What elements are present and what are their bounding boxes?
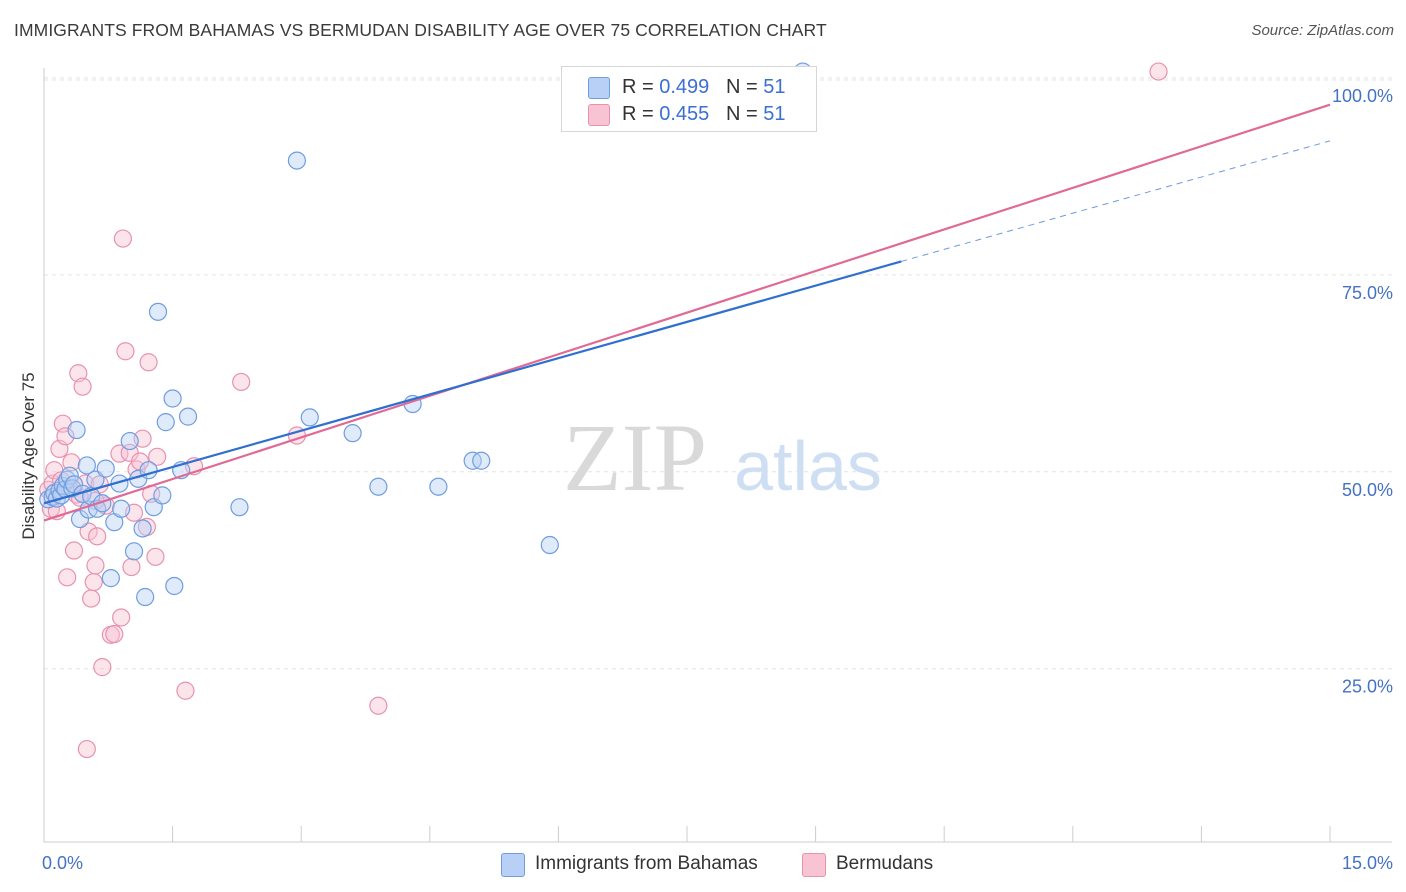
axes [43, 68, 1392, 843]
data-point [120, 431, 139, 451]
watermark-atlas: atlas [734, 427, 882, 505]
trend-line-bermudans [43, 103, 1331, 522]
bottom-legend-swatch-pink [802, 853, 826, 877]
data-point [105, 624, 124, 644]
data-point [113, 229, 132, 248]
data-point [472, 451, 491, 470]
trend-lines [43, 103, 1331, 522]
bottom-legend-label-bahamas: Immigrants from Bahamas [535, 853, 758, 874]
data-point [67, 420, 86, 440]
watermark-zip: ZIP [563, 404, 707, 511]
legend-r-label: R = [622, 103, 660, 125]
data-point [122, 557, 141, 577]
legend-text-bermudans: R = 0.455 N = 51 [622, 103, 785, 126]
data-point [86, 556, 105, 575]
data-point [176, 681, 195, 700]
legend-swatch-blue [588, 77, 610, 99]
data-point [110, 444, 129, 463]
data-point [79, 522, 98, 541]
data-point [148, 447, 167, 466]
data-point [139, 353, 158, 372]
trend-line-bahamas [43, 260, 902, 505]
source-credit: Source: ZipAtlas.com [1251, 22, 1394, 39]
data-point [77, 456, 96, 475]
data-point [287, 151, 307, 170]
data-point [178, 407, 198, 426]
data-point [77, 739, 96, 759]
trend-line-bahamas-extension [901, 140, 1331, 262]
data-point [58, 568, 77, 587]
legend-r-value: 0.499 [659, 76, 710, 98]
data-point [369, 696, 388, 715]
legend-r-label: R = [622, 76, 660, 98]
y-tick-label: 50.0% [1342, 480, 1393, 500]
data-point [163, 389, 182, 408]
data-point [62, 453, 81, 472]
data-point [429, 477, 448, 496]
data-point [343, 424, 362, 443]
data-point [232, 372, 251, 392]
data-point [93, 494, 112, 513]
y-axis-label: Disability Age Over 75 [19, 372, 38, 539]
data-point [88, 527, 107, 546]
data-point [82, 589, 101, 608]
data-point [540, 535, 559, 555]
legend-box: R = 0.499 N = 51 R = 0.455 N = 51 [561, 66, 817, 132]
data-point [156, 413, 175, 432]
legend-swatch-pink [588, 104, 610, 126]
data-point [146, 547, 165, 566]
data-point [56, 427, 75, 446]
y-tick-label: 25.0% [1342, 677, 1393, 697]
chart-title: IMMIGRANTS FROM BAHAMAS VS BERMUDAN DISA… [14, 20, 827, 40]
legend-text-bahamas: R = 0.499 N = 51 [622, 76, 785, 99]
legend-n-label: N = [725, 76, 764, 98]
watermark: ZIP atlas [563, 404, 882, 511]
data-point [1149, 62, 1168, 81]
bottom-legend-label-bermudans: Bermudans [836, 853, 934, 874]
legend-n-label: N = [725, 103, 764, 125]
data-point [96, 459, 115, 478]
x-tick-labels: 0.0% 15.0% [42, 853, 1393, 873]
data-point [112, 608, 131, 627]
bottom-legend-swatch-blue [501, 853, 525, 877]
data-point [64, 541, 84, 560]
legend-n-value: 51 [763, 76, 786, 98]
data-point [116, 342, 135, 361]
data-point [165, 576, 184, 596]
data-point [153, 486, 172, 505]
legend-n-value: 51 [763, 103, 786, 125]
data-point [133, 519, 152, 538]
x-tick-label: 15.0% [1342, 853, 1393, 873]
data-point [69, 364, 88, 383]
legend-r-value: 0.455 [659, 103, 710, 125]
data-point [369, 477, 388, 496]
data-point [124, 542, 144, 561]
data-point [300, 408, 319, 427]
data-point [148, 302, 168, 321]
y-tick-label: 100.0% [1332, 86, 1393, 106]
x-tick-label: 0.0% [42, 853, 83, 873]
bahamas-points [39, 62, 812, 607]
data-point [93, 658, 112, 677]
data-point [230, 498, 249, 517]
data-point [84, 572, 103, 592]
y-tick-label: 75.0% [1342, 283, 1393, 303]
grid-lines [44, 77, 1392, 670]
data-point [73, 377, 92, 396]
data-point [112, 499, 131, 518]
y-tick-labels: 25.0% 50.0% 75.0% 100.0% [1332, 86, 1393, 697]
data-point [136, 587, 155, 607]
data-point [101, 569, 120, 588]
